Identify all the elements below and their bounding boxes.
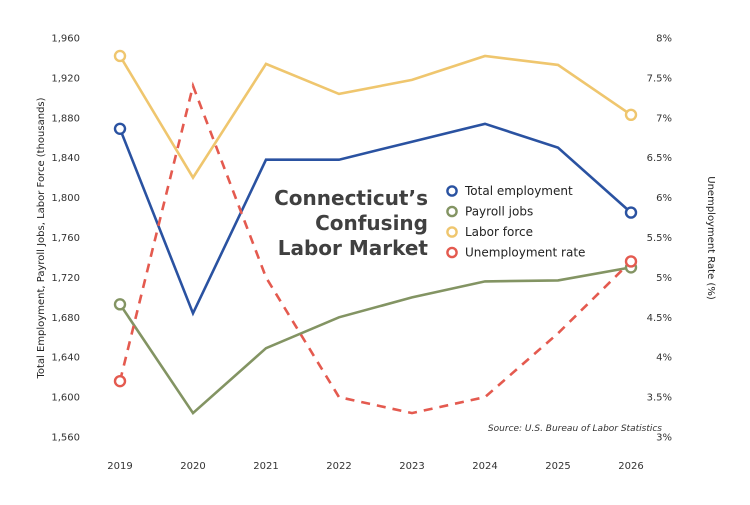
left-tick-label: 1,760 (51, 233, 80, 244)
chart-title-line-1: Connecticut’s (274, 186, 428, 210)
left-tick-label: 1,920 (51, 73, 80, 84)
legend-label: Payroll jobs (465, 205, 533, 219)
total-employment-line (118, 122, 632, 317)
left-axis-ticks: 1,560 1,600 1,640 1,680 1,720 1,760 1,800 1,840… (51, 34, 80, 444)
x-tick-label: 2024 (472, 461, 497, 472)
chart-title-line-2: Confusing (315, 211, 428, 235)
payroll-jobs-line (118, 266, 632, 416)
payroll-jobs-series (113, 261, 638, 416)
left-tick-label: 1,560 (51, 433, 80, 444)
x-tick-label: 2023 (399, 461, 424, 472)
legend-label: Unemployment rate (465, 246, 585, 260)
legend-marker (446, 246, 458, 259)
total-employment-marker (113, 122, 127, 135)
left-axis-title: Total Employment, Payroll Jobs, Labor Fo… (36, 97, 47, 379)
legend-marker (446, 226, 458, 238)
right-tick-label: 3% (656, 433, 672, 444)
unemployment-rate-marker (624, 255, 638, 268)
series-layer (113, 49, 638, 416)
x-tick-label: 2021 (253, 461, 278, 472)
unemployment-rate-marker (113, 374, 127, 388)
legend-marker (446, 205, 458, 218)
right-tick-label: 3.5% (647, 393, 672, 404)
legend-label: Labor force (465, 225, 533, 239)
total-employment-marker (624, 206, 638, 219)
unemployment-rate-series (113, 81, 638, 415)
labor-force-series (113, 49, 638, 181)
right-tick-label: 5.5% (647, 233, 672, 244)
source-note: Source: U.S. Bureau of Labor Statistics (488, 424, 662, 434)
right-tick-label: 7% (656, 113, 672, 124)
right-tick-label: 8% (656, 34, 672, 45)
legend-label: Total employment (464, 184, 573, 198)
left-tick-label: 1,840 (51, 153, 80, 164)
total-employment-series (113, 122, 638, 317)
right-tick-label: 6.5% (647, 153, 672, 164)
x-axis-ticks: 2019 2020 2021 2022 2023 2024 2025 2026 (107, 461, 643, 472)
right-axis-ticks: 3% 3.5% 4% 4.5% 5% 5.5% 6% 6.5% 7% 7.5% 8% (647, 34, 672, 444)
right-tick-label: 6% (656, 193, 672, 204)
chart-title: Connecticut’s Confusing Labor Market (274, 186, 428, 260)
x-tick-label: 2022 (326, 461, 351, 472)
labor-force-marker (624, 108, 638, 122)
right-axis-title: Unemployment Rate (%) (705, 176, 716, 300)
left-tick-label: 1,640 (51, 353, 80, 364)
labor-force-marker (113, 49, 127, 63)
left-tick-label: 1,800 (51, 193, 80, 204)
right-tick-label: 4% (656, 353, 672, 364)
x-tick-label: 2025 (545, 461, 570, 472)
x-tick-label: 2020 (180, 461, 205, 472)
payroll-jobs-marker (113, 298, 127, 311)
right-tick-label: 5% (656, 273, 672, 284)
x-tick-label: 2026 (618, 461, 643, 472)
chart-title-line-3: Labor Market (278, 236, 429, 260)
left-tick-label: 1,880 (51, 113, 80, 124)
left-tick-label: 1,720 (51, 273, 80, 284)
right-tick-label: 7.5% (647, 73, 672, 84)
left-tick-label: 1,600 (51, 393, 80, 404)
x-tick-label: 2019 (107, 461, 132, 472)
legend-marker (446, 185, 458, 197)
labor-force-line (118, 54, 632, 181)
left-tick-label: 1,960 (51, 34, 80, 45)
legend: Total employment Payroll jobs Labor force U… (446, 184, 585, 260)
left-tick-label: 1,680 (51, 313, 80, 324)
right-tick-label: 4.5% (647, 313, 672, 324)
unemployment-rate-line (118, 81, 632, 415)
